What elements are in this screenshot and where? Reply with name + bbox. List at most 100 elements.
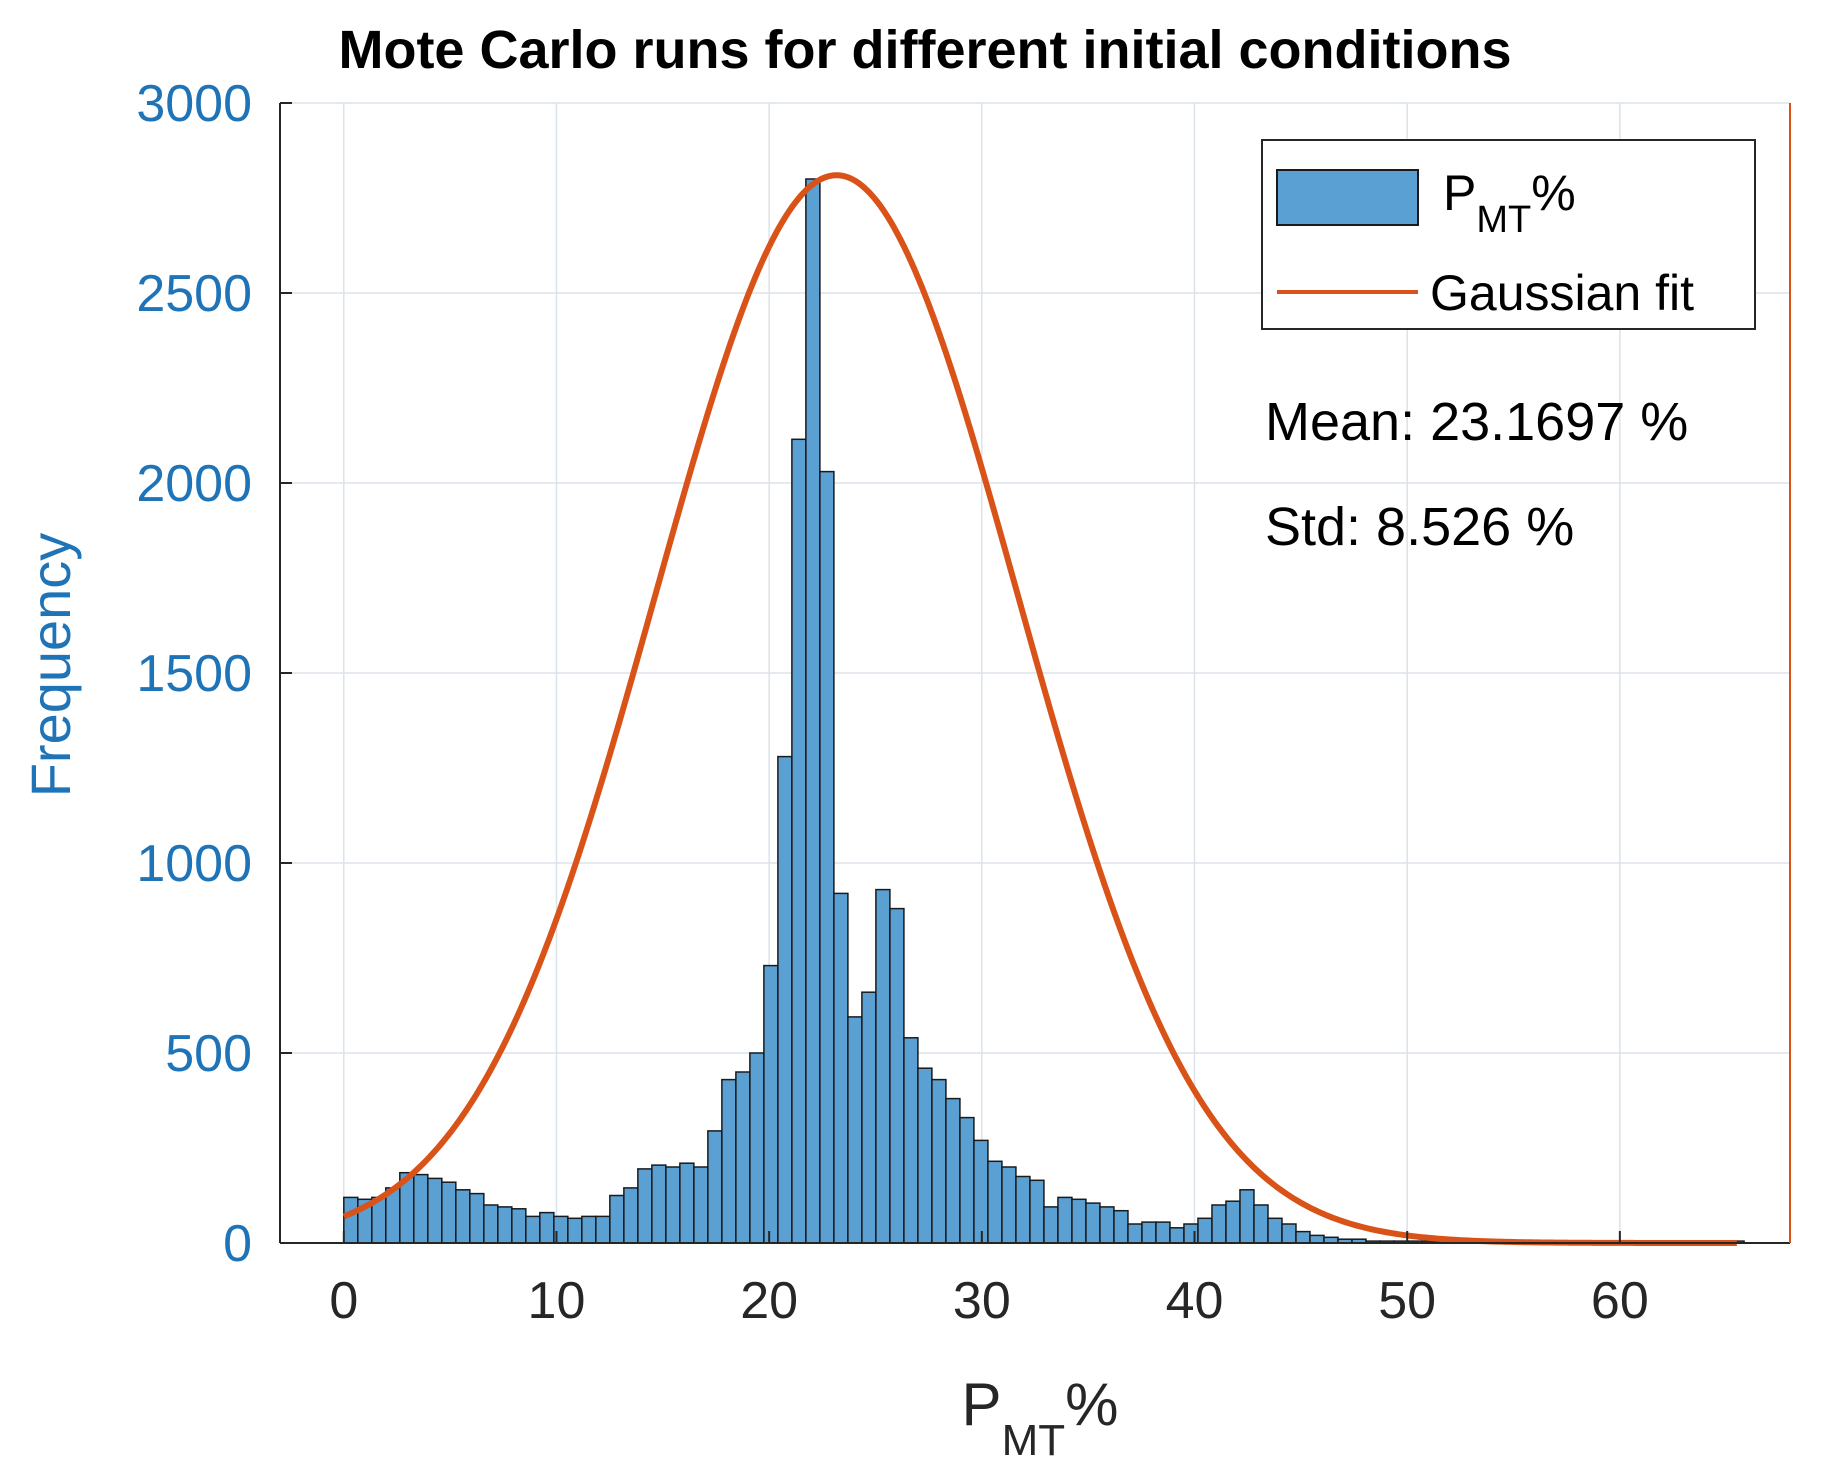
histogram-bar [1197,1217,1213,1244]
legend-label-pmt-main: P [1443,165,1476,221]
histogram-bar [1099,1206,1115,1244]
histogram-bar [805,178,821,1244]
histogram-bar [763,964,779,1244]
histogram-bar [791,438,807,1244]
histogram-bar [1071,1198,1087,1244]
histogram-bar [581,1215,597,1244]
histogram-bar [917,1067,933,1244]
histogram-bar [1015,1175,1031,1244]
histogram-bar [497,1206,513,1244]
histogram-bar [1281,1223,1297,1244]
histogram-bar [707,1130,723,1244]
histogram-bar [987,1160,1003,1244]
axes [279,102,1791,1244]
histogram-bar [889,907,905,1244]
histogram-bar [735,1071,751,1244]
x-tick-label: 0 [329,1272,358,1330]
histogram-bar [945,1097,961,1244]
annotation-mean: Mean: 23.1697 % [1265,392,1688,452]
legend-label-pmt-suffix: % [1531,165,1575,221]
histogram-bar [343,1196,359,1244]
x-axis-label-main: P [962,1371,1002,1438]
legend-label-pmt: PMT% [1443,165,1576,241]
legend: PMT% Gaussian fit [1261,139,1756,330]
histogram-bar [665,1166,681,1244]
legend-swatch-bar [1276,169,1419,226]
y-tick-label: 3000 [136,75,252,133]
histogram-bar [1085,1202,1101,1244]
y-tick-label: 0 [223,1215,252,1273]
x-tick-label: 10 [528,1272,586,1330]
histogram-bar [441,1181,457,1244]
histogram-bar [1001,1166,1017,1244]
x-tick-label: 50 [1378,1272,1436,1330]
histogram-bar [651,1164,667,1244]
legend-label-pmt-sub: MT [1476,199,1531,241]
histogram-bar [1183,1223,1199,1244]
histogram-bar [567,1217,583,1244]
y-tick-label: 2500 [136,265,252,323]
histogram-bar [1113,1209,1129,1244]
histogram-bar [483,1204,499,1244]
legend-label-gaussian-fit: Gaussian fit [1430,265,1694,321]
histogram-bar [455,1189,471,1244]
histogram-bar [679,1162,695,1244]
histogram-bar [693,1166,709,1244]
histogram-bar [931,1078,947,1244]
histogram-bar [1155,1221,1171,1244]
histogram-bar [833,892,849,1244]
histogram-bar [609,1194,625,1244]
histogram-bar [1127,1223,1143,1244]
y-axis-label: Frequency [19,533,82,798]
histogram-bar [1029,1179,1045,1244]
x-tick-label: 40 [1166,1272,1224,1330]
histogram-bar [539,1211,555,1244]
histogram-bars [343,178,1745,1244]
histogram-bar [777,755,793,1244]
chart-title: Mote Carlo runs for different initial co… [338,20,1511,80]
histogram-bar [959,1116,975,1244]
histogram-bar [973,1139,989,1244]
y-tick-label: 2000 [136,455,252,513]
gaussian-fit-series [342,172,1737,1246]
histogram-bar [595,1215,611,1244]
histogram-bar [1211,1204,1227,1244]
gaussian-fit-line [342,172,1737,1246]
x-tick-label: 30 [953,1272,1011,1330]
histogram-bar [511,1208,527,1244]
histogram-bar [1057,1196,1073,1244]
histogram-bar [1239,1189,1255,1244]
histogram-bar [903,1037,919,1244]
histogram-bar [469,1192,485,1244]
x-axis-label: PMT% [962,1371,1119,1465]
x-axis-label-sub: MT [1002,1416,1066,1465]
x-tick-label: 60 [1591,1272,1649,1330]
histogram-bar [1169,1227,1185,1244]
y-tick-labels: 0 500 1000 1500 2000 2500 3000 [136,75,252,1273]
x-axis-label-suffix: % [1065,1371,1118,1438]
histogram-bar [1141,1221,1157,1244]
histogram-bar [427,1177,443,1244]
histogram-bar [721,1078,737,1244]
x-tick-label: 20 [740,1272,798,1330]
histogram-bar [525,1215,541,1244]
histogram-bar [875,888,891,1244]
histogram-bar [623,1187,639,1244]
histogram-bar [847,1016,863,1244]
histogram-bar [819,470,835,1244]
histogram-bar [1309,1234,1325,1244]
histogram-bar [1253,1204,1269,1244]
x-tick-labels: 0 10 20 30 40 50 60 [329,1272,1648,1330]
histogram-bar [1295,1230,1311,1244]
y-tick-label: 1000 [136,835,252,893]
annotation-std: Std: 8.526 % [1265,497,1574,557]
histogram-bar [1267,1217,1283,1244]
histogram-bar [413,1173,429,1244]
histogram-bar [1043,1206,1059,1244]
y-tick-label: 500 [165,1025,252,1083]
y-tick-label: 1500 [136,645,252,703]
histogram-bar [861,991,877,1244]
histogram-bar [637,1168,653,1244]
histogram-bar [1225,1200,1241,1244]
